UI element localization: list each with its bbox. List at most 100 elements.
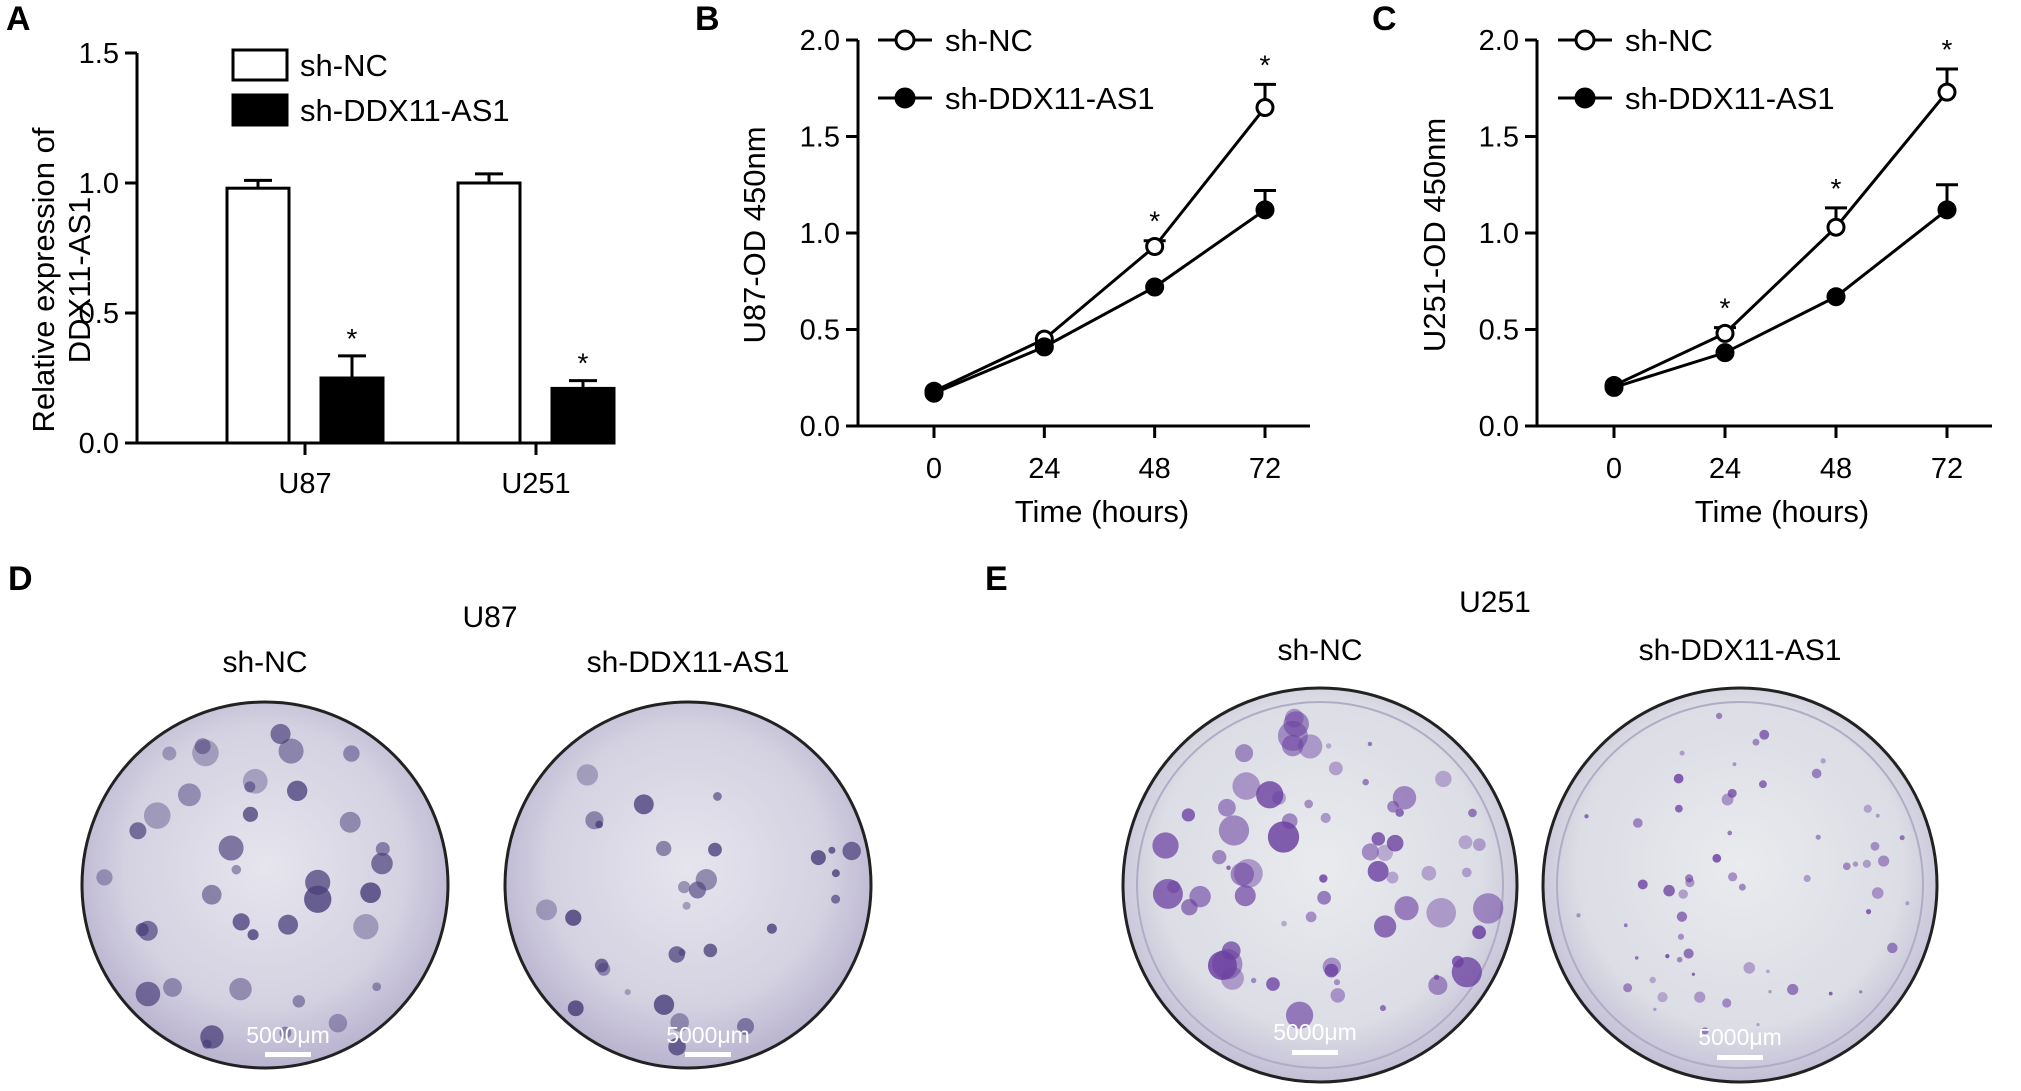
dish-e2-colony-42 xyxy=(1637,879,1648,890)
dish-d2-colony-23 xyxy=(810,850,826,866)
chart-c-point-1-1 xyxy=(1715,343,1735,363)
legend-a-nc-label: sh-NC xyxy=(300,48,388,83)
chart-b-point-1-3 xyxy=(1255,200,1275,220)
dish-d2-colony-9 xyxy=(624,989,631,996)
dish-e2-colony-53 xyxy=(1811,768,1822,779)
dish-e1-colony-18 xyxy=(1250,977,1257,984)
dish-d1-colony-0 xyxy=(162,746,177,761)
chart-c-ytick-label-4: 2.0 xyxy=(1479,25,1519,57)
dish-e2-colony-10 xyxy=(1756,1022,1760,1027)
panel-e-scale-label-right: 5000μm xyxy=(1698,1024,1782,1050)
chart-b-ytick-label-4: 2.0 xyxy=(800,25,840,57)
chart-c-ytick-label-1: 0.5 xyxy=(1479,315,1519,347)
dish-e2-colony-3 xyxy=(1722,998,1732,1008)
dish-e2-colony-11 xyxy=(1576,913,1581,918)
colonies-u251-sh-ddx11-as1 xyxy=(1576,712,1910,1035)
dish-e1-colony-60 xyxy=(1328,761,1343,776)
dish-d2-colony-4 xyxy=(677,880,691,894)
dish-d2-colony-29 xyxy=(678,948,686,957)
legend-b-kd-label: sh-DDX11-AS1 xyxy=(945,81,1155,116)
dish-d1-colony-34 xyxy=(194,738,211,755)
dish-d2-colony-25 xyxy=(695,869,717,891)
dish-d2-colony-0 xyxy=(567,1000,584,1017)
dish-e2-colony-34 xyxy=(1649,976,1656,984)
dish-u251-sh-nc xyxy=(1121,686,1519,1084)
chart-a-bar-1-1 xyxy=(550,386,616,445)
dish-d1-colony-16 xyxy=(242,806,259,822)
dish-d1-colony-31 xyxy=(244,781,256,793)
chart-b-xlabel: Time (hours) xyxy=(1015,494,1190,529)
dish-e2-colony-7 xyxy=(1676,911,1688,922)
dish-e1-colony-21 xyxy=(1421,865,1437,881)
dish-e1-colony-8 xyxy=(1373,915,1397,938)
dish-e2-colony-35 xyxy=(1899,835,1905,841)
chart-c-ylabel: U251-OD 450nm xyxy=(1417,118,1452,352)
dish-d1-colony-35 xyxy=(339,811,361,833)
dish-d2-colony-24 xyxy=(703,943,718,958)
dish-e1-colony-43 xyxy=(1379,1005,1386,1012)
chart-c-series-line-0 xyxy=(1613,91,1949,387)
chart-c-significance-1: * xyxy=(1720,293,1731,324)
dish-e1-colony-69 xyxy=(1272,790,1286,805)
dish-e2-colony-2 xyxy=(1712,853,1722,863)
dish-u251-sh-ddx11-as1 xyxy=(1541,686,1939,1084)
dish-e2-colony-19 xyxy=(1752,738,1760,746)
dish-e1-colony-41 xyxy=(1362,778,1369,786)
chart-c-point-0-3 xyxy=(1937,82,1957,102)
panel-e-scale-bar-right xyxy=(1717,1055,1763,1060)
dish-e2-colony-48 xyxy=(1865,909,1872,915)
chart-c-xtick-label-0: 0 xyxy=(1606,453,1622,485)
chart-c-xlabel: Time (hours) xyxy=(1695,494,1870,529)
dish-e1-colony-50 xyxy=(1152,832,1179,859)
chart-a-ytick-label-3: 1.5 xyxy=(79,38,119,70)
dish-e2-colony-55 xyxy=(1633,818,1643,828)
dish-e2-colony-15 xyxy=(1759,729,1770,740)
chart-c-ytick-label-3: 1.5 xyxy=(1479,122,1519,154)
chart-b-xtick-label-2: 48 xyxy=(1139,453,1171,485)
dish-d2-colony-3 xyxy=(653,994,675,1015)
dish-d1-colony-5 xyxy=(372,982,382,992)
chart-a-significance-1: * xyxy=(578,348,589,379)
line-chart-u251-od: 0.0 0.5 1.0 1.5 2.0 0 24 48 72 * * * xyxy=(1479,25,1992,485)
dish-e1-colony-62 xyxy=(1320,812,1331,823)
dish-d2-colony-26 xyxy=(842,841,861,861)
colonies-u87-sh-ddx11-as1 xyxy=(536,764,861,1056)
dish-e1-colony-65 xyxy=(1371,832,1386,846)
dish-e1-colony-32 xyxy=(1325,743,1332,749)
dish-e2-colony-36 xyxy=(1665,953,1670,959)
dish-d1-colony-17 xyxy=(232,913,250,931)
dish-d2-colony-21 xyxy=(831,869,840,878)
chart-c-significance-3: * xyxy=(1942,34,1953,65)
dish-e1-colony-55 xyxy=(1230,862,1254,886)
dish-d1-colony-33 xyxy=(278,914,299,935)
dish-d1-colony-3 xyxy=(375,841,390,856)
chart-a-ytick-label-0: 0.0 xyxy=(79,428,119,460)
legend-b-nc-label: sh-NC xyxy=(945,23,1033,58)
dish-e2-colony-45 xyxy=(1685,878,1695,888)
panel-e-right-label: sh-DDX11-AS1 xyxy=(1639,634,1842,667)
dish-e2-colony-58 xyxy=(1863,804,1872,813)
dish-e2-colony-33 xyxy=(1875,813,1880,818)
chart-c-xtick-label-2: 48 xyxy=(1820,453,1852,485)
dish-e1-colony-5 xyxy=(1218,815,1250,846)
dish-e2-colony-12 xyxy=(1701,1027,1709,1035)
chart-c-ytick-label-2: 1.0 xyxy=(1479,218,1519,250)
dish-e1-colony-63 xyxy=(1235,744,1254,763)
dish-e1-colony-11 xyxy=(1435,770,1452,788)
dish-d2-colony-27 xyxy=(670,1013,689,1032)
dish-e2-colony-29 xyxy=(1828,991,1833,996)
dish-d1-colony-19 xyxy=(371,852,393,875)
chart-a-bar-1-0 xyxy=(319,376,385,445)
dish-e2-colony-16 xyxy=(1727,788,1737,798)
dish-d2-colony-7 xyxy=(656,840,672,857)
dish-e2-colony-5 xyxy=(1887,942,1898,954)
dish-e2-colony-47 xyxy=(1678,889,1688,899)
chart-b-xtick-label-0: 0 xyxy=(926,453,942,485)
dish-e2-colony-24 xyxy=(1905,901,1910,906)
colonies-u251-sh-nc xyxy=(1152,708,1504,1029)
dish-d1-colony-26 xyxy=(229,977,252,1001)
dish-e1-colony-45 xyxy=(1298,734,1323,759)
colonies-u87-sh-nc xyxy=(96,723,393,1049)
chart-c-point-1-0 xyxy=(1604,377,1624,397)
